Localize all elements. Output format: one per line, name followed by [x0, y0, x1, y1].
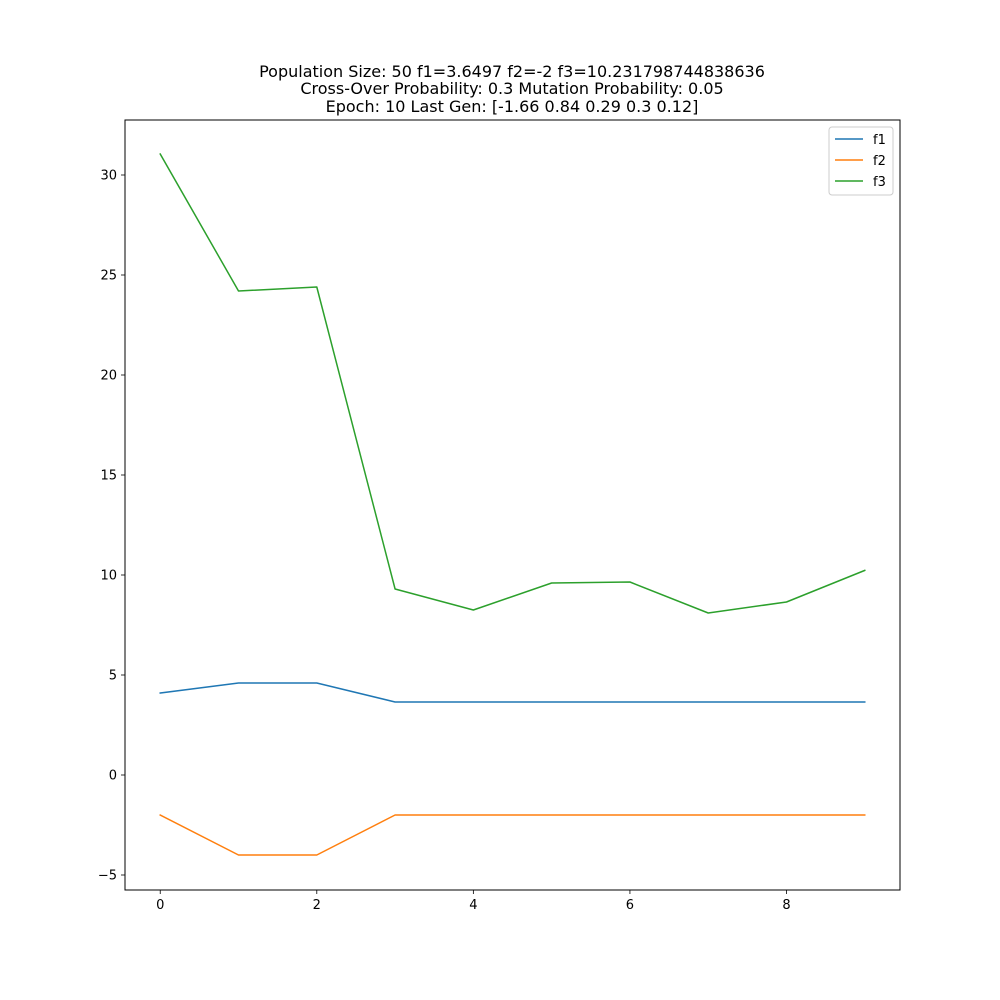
series-layer	[159, 152, 866, 856]
x-tick-label: 8	[782, 898, 790, 913]
x-tick-label: 4	[469, 898, 477, 913]
title-line-3: Epoch: 10 Last Gen: [-1.66 0.84 0.29 0.3…	[326, 97, 699, 116]
y-tick-label: 0	[109, 769, 117, 784]
plot-frame	[124, 119, 901, 891]
y-tick-label: 20	[100, 369, 117, 384]
y-tick-label: 30	[100, 169, 117, 184]
y-tick-label: 5	[109, 669, 117, 684]
legend-box	[828, 126, 894, 196]
y-tick-label: 15	[100, 469, 117, 484]
x-tick-label: 0	[156, 898, 164, 913]
series-line-f2	[159, 813, 866, 856]
x-axis-ticks: 0 2 4 6 8	[156, 890, 791, 913]
legend: f1 f2 f3	[828, 126, 894, 196]
x-tick-label: 6	[626, 898, 634, 913]
x-tick-label: 2	[313, 898, 321, 913]
title-line-1: Population Size: 50 f1=3.6497 f2=-2 f3=1…	[259, 62, 765, 81]
legend-label-f2: f2	[873, 154, 886, 169]
y-tick-label: 25	[100, 269, 117, 284]
chart-title: Population Size: 50 f1=3.6497 f2=-2 f3=1…	[259, 62, 765, 116]
title-line-2: Cross-Over Probability: 0.3 Mutation Pro…	[300, 79, 723, 98]
y-tick-label: −5	[98, 869, 117, 884]
series-line-f1	[159, 682, 866, 703]
series-line-f3	[159, 152, 866, 614]
y-axis-ticks: −5 0 5 10 15 20 25 30	[98, 169, 125, 884]
y-tick-label: 10	[100, 569, 117, 584]
legend-label-f3: f3	[873, 175, 886, 190]
legend-label-f1: f1	[873, 133, 886, 148]
